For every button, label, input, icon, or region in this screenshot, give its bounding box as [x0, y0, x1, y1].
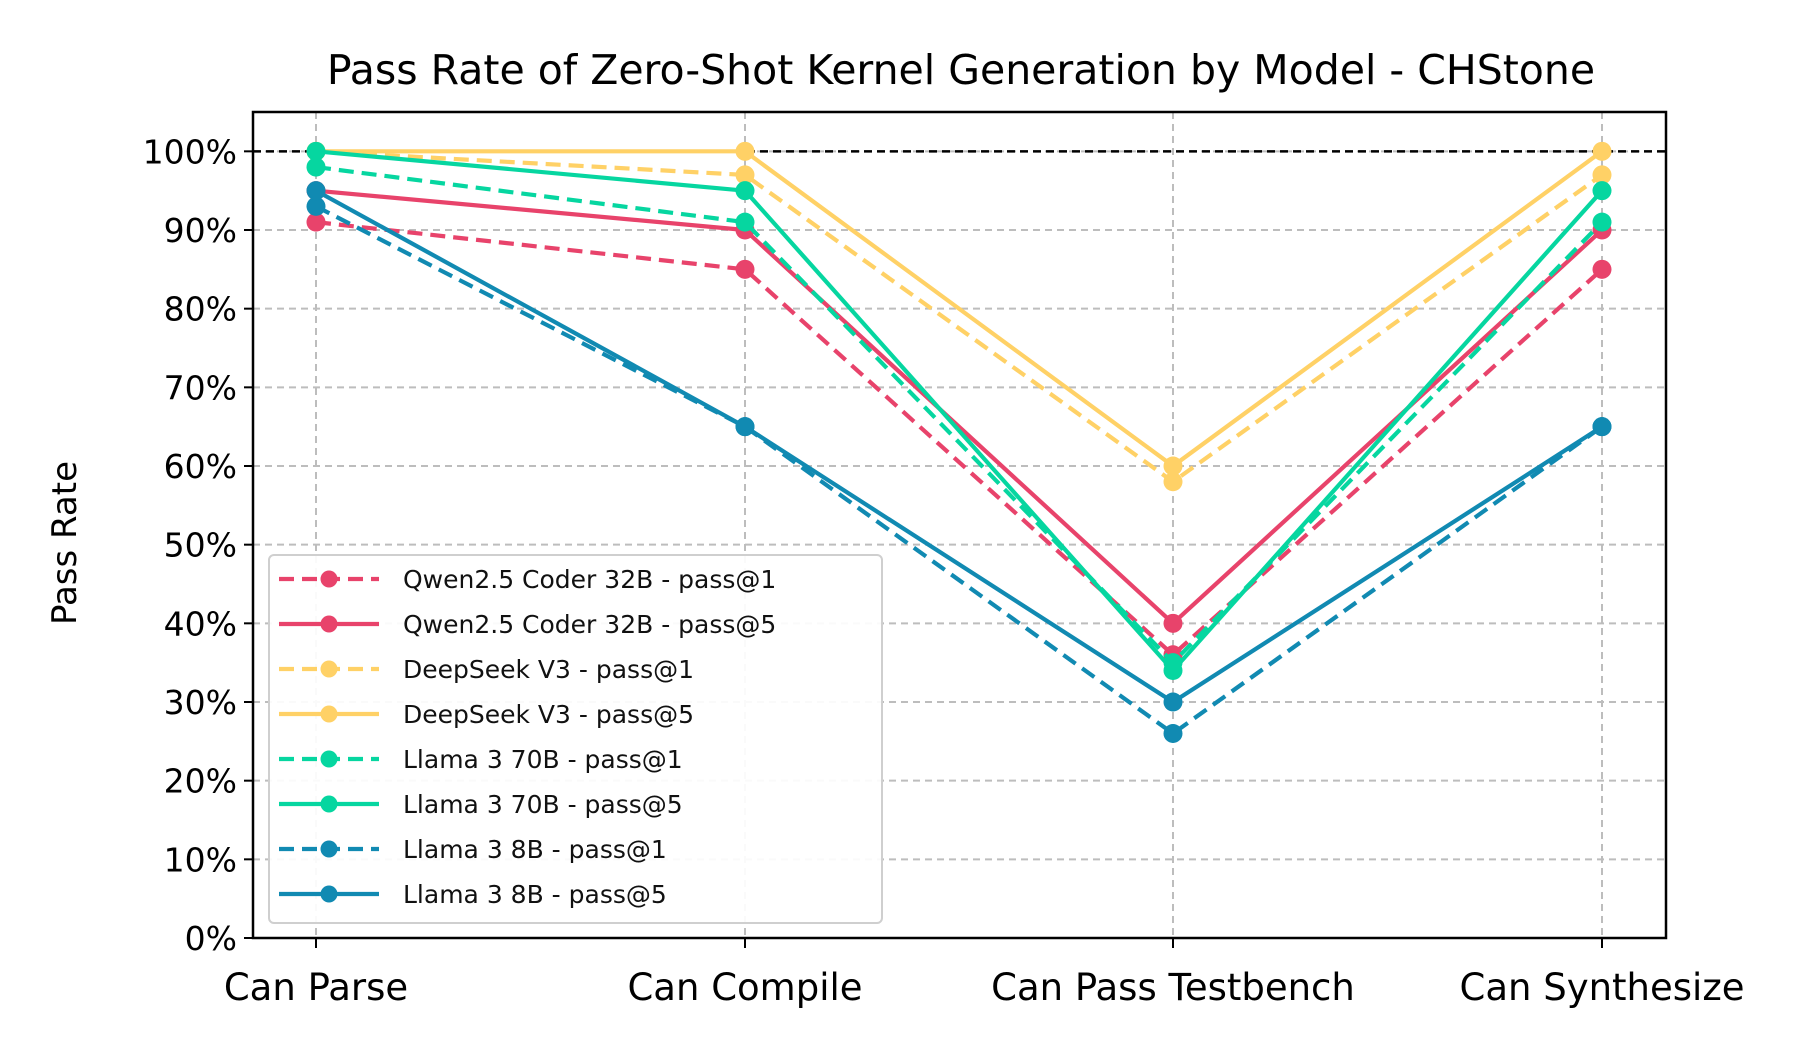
legend: Qwen2.5 Coder 32B - pass@1 Qwen2.5 Coder … [268, 554, 883, 924]
legend-label: Llama 3 70B - pass@5 [403, 790, 683, 819]
data-point [306, 141, 326, 161]
y-tick-label: 30% [164, 683, 237, 722]
legend-point-marker [320, 570, 338, 588]
legend-item-qwen2-5-coder-32b-pass-1: Qwen2.5 Coder 32B - pass@1 [279, 565, 776, 594]
legend-item-deepseek-v3-pass-1: DeepSeek V3 - pass@1 [279, 655, 694, 684]
x-tick-label: Can Pass Testbench [991, 966, 1355, 1009]
x-tick-label: Can Synthesize [1459, 966, 1744, 1009]
series-line [315, 220, 1604, 657]
series-line [315, 149, 1604, 484]
legend-point-marker [320, 795, 338, 813]
data-point [735, 181, 755, 201]
legend-label: Llama 3 8B - pass@1 [403, 835, 667, 864]
data-point [735, 212, 755, 232]
legend-item-llama-3-70b-pass-5: Llama 3 70B - pass@5 [279, 790, 683, 819]
data-point [1163, 692, 1183, 712]
legend-point-marker [320, 705, 338, 723]
data-point [1163, 472, 1183, 492]
data-point [306, 181, 326, 201]
chart-title: Pass Rate of Zero-Shot Kernel Generation… [327, 46, 1595, 94]
y-tick-label: 0% [185, 919, 237, 958]
series-line [314, 188, 1604, 705]
series-llama-3-70b-pass-5 [306, 141, 1612, 681]
series-qwen2-5-coder-32b-pass-1 [306, 212, 1612, 665]
y-tick-label: 90% [164, 211, 237, 250]
data-point [306, 212, 326, 232]
data-point [1592, 165, 1612, 185]
y-tick-label: 60% [164, 447, 237, 486]
y-axis-ticks: 0% 10% 20% 30% 40% 50% 60% 70% 80% 90% 100% [143, 132, 253, 958]
data-point [735, 165, 755, 185]
legend-point-marker [320, 885, 338, 903]
series-line [315, 188, 1604, 626]
y-tick-label: 10% [164, 840, 237, 879]
legend-item-llama-3-70b-pass-1: Llama 3 70B - pass@1 [279, 745, 683, 774]
plot-frame [251, 110, 1668, 940]
series-line [315, 164, 1604, 665]
legend-label: DeepSeek V3 - pass@5 [403, 700, 694, 729]
x-axis-ticks: Can Parse Can Compile Can Pass Testbench Ca… [224, 938, 1745, 1009]
data-point [1592, 417, 1612, 437]
series-line [315, 149, 1604, 673]
legend-label: Qwen2.5 Coder 32B - pass@1 [403, 565, 776, 594]
data-point [1592, 181, 1612, 201]
x-tick-label: Can Parse [224, 966, 408, 1009]
y-tick-label: 40% [164, 604, 237, 643]
data-point [1163, 723, 1183, 743]
legend-point-marker [320, 660, 338, 678]
legend-item-llama-3-8b-pass-1: Llama 3 8B - pass@1 [279, 835, 667, 864]
legend-label: Llama 3 70B - pass@1 [403, 745, 683, 774]
data-point [1592, 141, 1612, 161]
legend-label: Llama 3 8B - pass@5 [403, 880, 667, 909]
data-point [1163, 661, 1183, 681]
series-line [315, 204, 1604, 736]
y-tick-label: 80% [164, 290, 237, 329]
data-point [1592, 212, 1612, 232]
legend-item-llama-3-8b-pass-5: Llama 3 8B - pass@5 [279, 880, 667, 909]
data-point [306, 196, 326, 216]
data-point [735, 259, 755, 279]
y-tick-label: 20% [164, 762, 237, 801]
y-tick-label: 100% [143, 132, 237, 171]
y-tick-label: 70% [164, 368, 237, 407]
y-tick-label: 50% [164, 526, 237, 565]
x-tick-label: Can Compile [627, 966, 862, 1009]
data-point [1163, 613, 1183, 633]
y-axis-label: Pass Rate [45, 461, 85, 625]
data-point [1163, 456, 1183, 476]
series-line [316, 149, 1604, 469]
legend-item-qwen2-5-coder-32b-pass-5: Qwen2.5 Coder 32B - pass@5 [279, 610, 776, 639]
data-point [735, 417, 755, 437]
series-layer [306, 141, 1612, 743]
series-llama-3-8b-pass-5 [306, 181, 1612, 712]
legend-point-marker [320, 840, 338, 858]
legend-point-marker [320, 750, 338, 768]
legend-item-deepseek-v3-pass-5: DeepSeek V3 - pass@5 [279, 700, 694, 729]
axes [251, 110, 1668, 940]
data-point [306, 157, 326, 177]
legend-label: DeepSeek V3 - pass@1 [403, 655, 694, 684]
legend-label: Qwen2.5 Coder 32B - pass@5 [403, 610, 776, 639]
data-point [1592, 259, 1612, 279]
legend-point-marker [320, 615, 338, 633]
legend-box [268, 554, 883, 924]
data-point [735, 141, 755, 161]
